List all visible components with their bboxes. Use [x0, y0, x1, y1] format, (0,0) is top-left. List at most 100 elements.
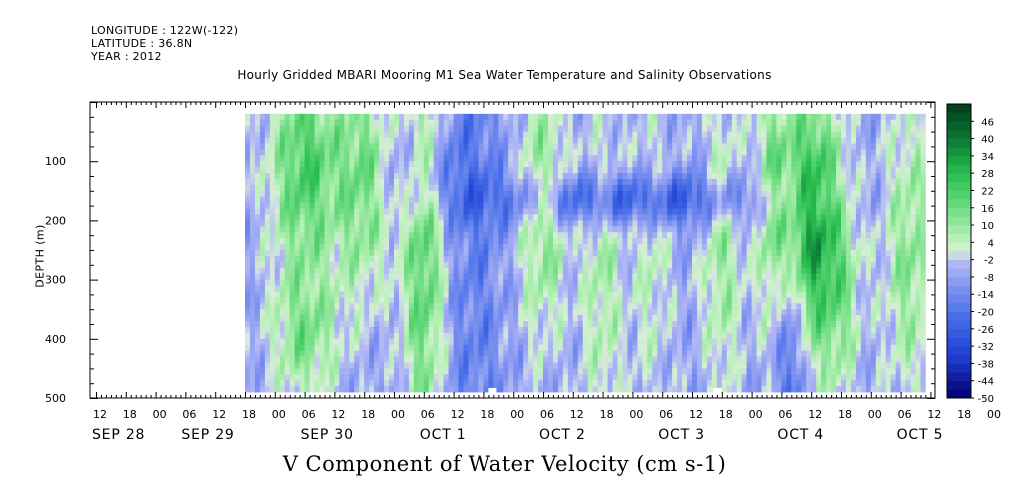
heatmap-cell: [488, 226, 494, 233]
heatmap-cell: [488, 232, 494, 239]
heatmap-cell: [314, 368, 320, 375]
heatmap-cell: [617, 220, 623, 227]
heatmap-cell: [716, 202, 723, 209]
heatmap-cell: [562, 226, 569, 233]
heatmap-cell: [384, 173, 390, 180]
heatmap-cell: [677, 255, 683, 263]
heatmap-cell: [423, 291, 430, 298]
heatmap-cell: [547, 208, 554, 215]
heatmap-cell: [562, 208, 569, 215]
heatmap-cell: [488, 155, 494, 162]
heatmap-cell: [711, 131, 718, 138]
heatmap-cell: [319, 143, 325, 150]
heatmap-cell: [587, 214, 594, 221]
heatmap-cell: [667, 226, 673, 233]
heatmap-cell: [513, 202, 519, 209]
heatmap-cell: [418, 332, 425, 340]
heatmap-cell: [304, 125, 310, 132]
heatmap-cell: [389, 214, 395, 221]
heatmap-cell: [304, 368, 310, 375]
heatmap-cell: [642, 338, 648, 346]
heatmap-cell: [319, 303, 325, 310]
heatmap-cell: [334, 202, 340, 209]
heatmap-cell: [741, 131, 747, 138]
heatmap-cell: [284, 184, 291, 192]
heatmap-cell: [528, 232, 534, 239]
heatmap-cell: [309, 326, 315, 334]
heatmap-cell: [657, 261, 663, 269]
heatmap-cell: [701, 338, 708, 346]
heatmap-cell: [394, 255, 400, 263]
heatmap-cell: [364, 362, 370, 369]
heatmap-cell: [577, 226, 584, 233]
heatmap-cell: [682, 273, 688, 280]
heatmap-cell: [284, 178, 291, 186]
heatmap-cell: [408, 226, 415, 233]
heatmap-cell: [294, 232, 300, 239]
heatmap-cell: [547, 220, 554, 227]
heatmap-cell: [473, 267, 479, 275]
heatmap-cell: [344, 173, 350, 180]
heatmap-cell: [249, 238, 256, 245]
heatmap-cell: [582, 178, 589, 186]
heatmap-cell: [647, 255, 653, 263]
heatmap-cell: [468, 208, 474, 215]
heatmap-cell: [483, 125, 489, 132]
heatmap-cell: [567, 321, 574, 328]
heatmap-cell: [408, 250, 415, 257]
heatmap-cell: [354, 244, 360, 251]
heatmap-cell: [766, 125, 772, 132]
heatmap-cell: [349, 131, 355, 138]
heatmap-cell: [403, 309, 410, 316]
heatmap-cell: [274, 244, 281, 251]
heatmap-cell: [354, 167, 360, 174]
heatmap-cell: [513, 155, 519, 162]
heatmap-cell: [498, 137, 504, 144]
heatmap-cell: [344, 131, 350, 138]
heatmap-cell: [518, 131, 524, 138]
heatmap-cell: [682, 362, 688, 369]
heatmap-cell: [269, 303, 276, 310]
heatmap-cell: [339, 380, 345, 387]
heatmap-cell: [741, 291, 747, 298]
heatmap-cell: [557, 202, 564, 209]
heatmap-cell: [344, 137, 350, 144]
heatmap-cell: [701, 344, 708, 351]
heatmap-cell: [309, 267, 315, 275]
heatmap-cell: [428, 250, 435, 257]
heatmap-cell: [389, 309, 395, 316]
heatmap-cell: [398, 255, 405, 263]
heatmap-cell: [751, 303, 757, 310]
heatmap-cell: [344, 386, 350, 393]
heatmap-cell: [672, 244, 678, 251]
heatmap-cell: [647, 226, 653, 233]
heatmap-cell: [473, 149, 479, 156]
heatmap-cell: [721, 161, 728, 168]
heatmap-cell: [369, 356, 375, 363]
heatmap-cell: [394, 321, 400, 328]
heatmap-cell: [453, 125, 459, 132]
heatmap-cell: [269, 380, 276, 387]
heatmap-cell: [662, 125, 668, 132]
heatmap-cell: [294, 250, 300, 257]
heatmap-cell: [607, 291, 613, 298]
heatmap-cell: [687, 226, 693, 233]
heatmap-cell: [289, 184, 296, 192]
heatmap-cell: [667, 173, 673, 180]
heatmap-cell: [389, 344, 395, 351]
heatmap-cell: [562, 214, 569, 221]
heatmap-cell: [547, 131, 554, 138]
heatmap-cell: [468, 226, 474, 233]
heatmap-cell: [701, 202, 708, 209]
heatmap-cell: [398, 149, 405, 156]
heatmap-cell: [493, 344, 499, 351]
heatmap-cell: [344, 368, 350, 375]
heatmap-cell: [528, 202, 534, 209]
heatmap-cell: [607, 143, 613, 150]
heatmap-cell: [518, 279, 524, 286]
heatmap-cell: [642, 309, 648, 316]
heatmap-cell: [726, 208, 733, 215]
heatmap-cell: [468, 273, 474, 280]
heatmap-cell: [716, 344, 723, 351]
heatmap-cell: [329, 332, 335, 340]
